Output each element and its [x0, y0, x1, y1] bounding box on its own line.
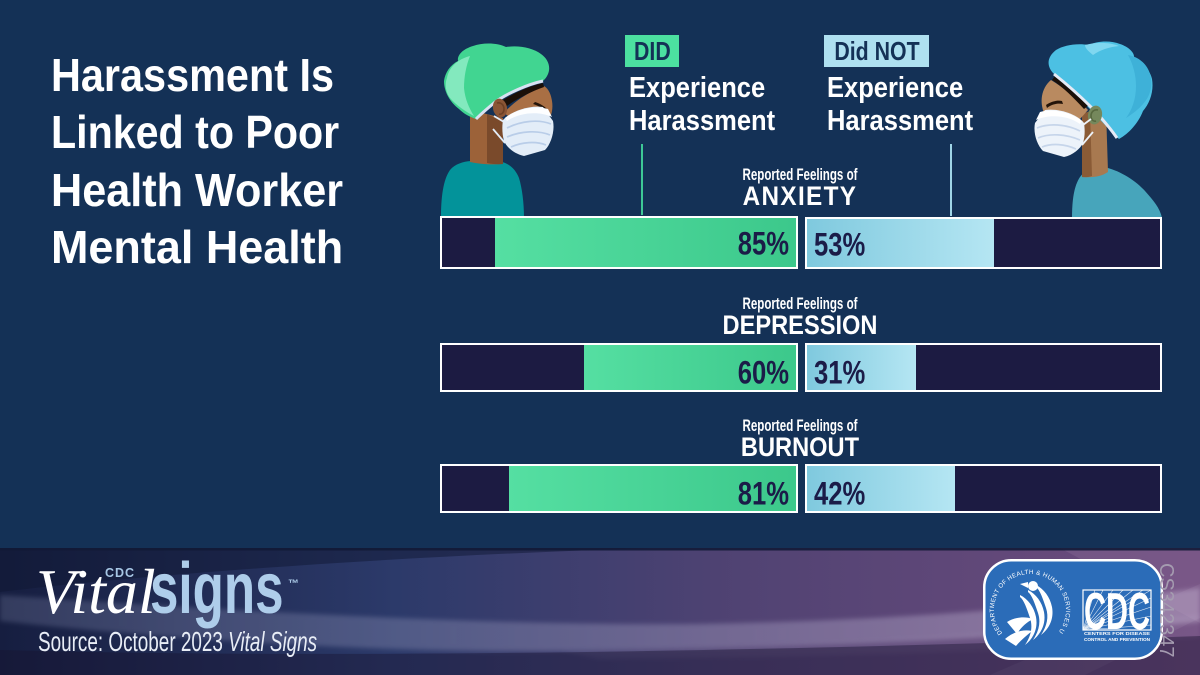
svg-text:CENTERS FOR DISEASE: CENTERS FOR DISEASE: [1084, 631, 1150, 636]
svg-text:CONTROL AND PREVENTION: CONTROL AND PREVENTION: [1084, 637, 1151, 642]
svg-text:CDC: CDC: [1084, 583, 1150, 641]
